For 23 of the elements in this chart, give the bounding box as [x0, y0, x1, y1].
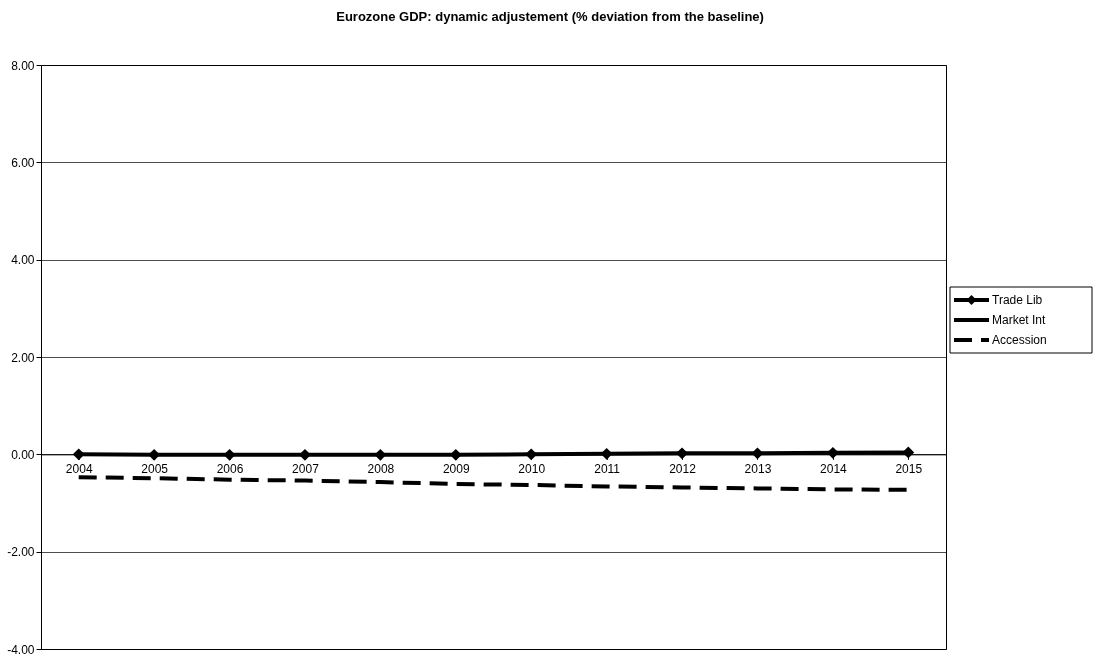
y-tick-label: -4.00 — [7, 642, 35, 657]
x-tick-label: 2015 — [895, 461, 923, 476]
x-tick-label: 2013 — [744, 461, 772, 476]
legend-label: Trade Lib — [992, 293, 1043, 307]
y-tick-label: 6.00 — [11, 155, 35, 170]
legend-label: Accession — [992, 333, 1047, 347]
y-tick-label: 4.00 — [11, 253, 35, 268]
y-tick-label: -2.00 — [7, 545, 35, 560]
x-tick-label: 2010 — [518, 461, 546, 476]
x-tick-label: 2005 — [141, 461, 169, 476]
legend-label: Market Int — [992, 313, 1047, 327]
y-tick-label: 2.00 — [11, 350, 35, 365]
x-tick-label: 2012 — [669, 461, 697, 476]
chart-title: Eurozone GDP: dynamic adjustement (% deviation from the baseline) — [336, 8, 764, 24]
x-tick-label: 2008 — [367, 461, 395, 476]
y-tick-label: 8.00 — [11, 58, 35, 73]
x-tick-label: 2006 — [216, 461, 244, 476]
x-tick-label: 2009 — [442, 461, 470, 476]
x-tick-label: 2011 — [594, 461, 621, 476]
y-tick-label: 0.00 — [11, 447, 35, 462]
x-tick-label: 2004 — [65, 461, 93, 476]
x-tick-label: 2007 — [292, 461, 320, 476]
x-tick-label: 2014 — [820, 461, 848, 476]
